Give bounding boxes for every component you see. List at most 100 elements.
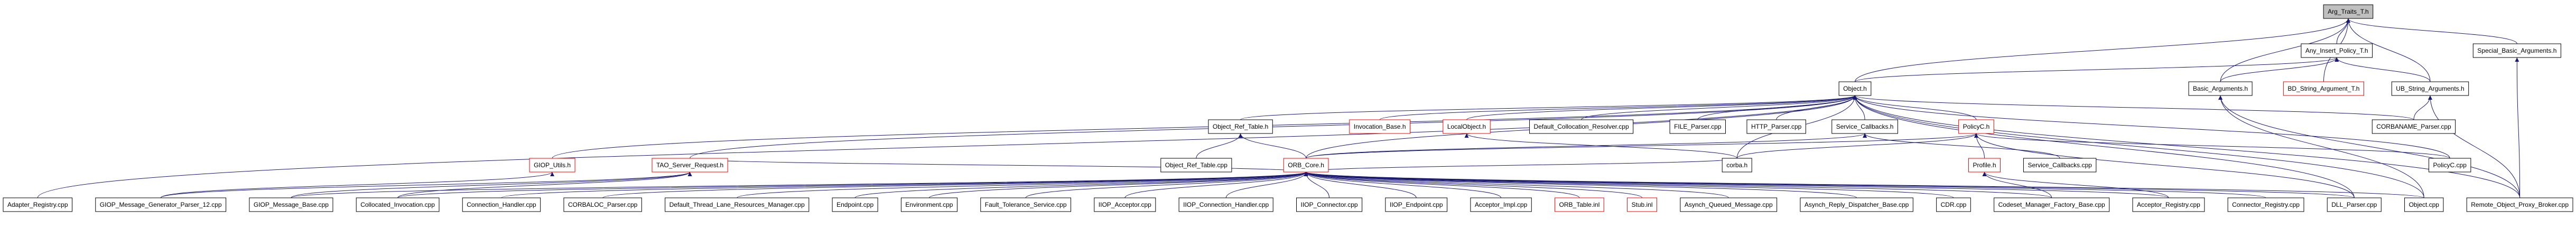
node-label: Asynch_Reply_Dispatcher_Base.cpp bbox=[1805, 201, 1909, 208]
node-label: Acceptor_Registry.cpp bbox=[2137, 201, 2200, 208]
file-node[interactable]: IIOP_Endpoint.cpp bbox=[1385, 197, 1448, 212]
node-label: Profile.h bbox=[1973, 161, 1996, 169]
file-node[interactable]: CORBANAME_Parser.cpp bbox=[2372, 119, 2456, 134]
include-edge bbox=[1736, 133, 1978, 159]
include-edge bbox=[854, 171, 1308, 198]
file-node[interactable]: Connector_Registry.cpp bbox=[2227, 197, 2304, 212]
node-box bbox=[1283, 158, 1329, 173]
node-label: Default_Thread_Lane_Resources_Manager.cp… bbox=[669, 201, 805, 208]
file-node[interactable]: IIOP_Connection_Handler.cpp bbox=[1178, 197, 1273, 212]
node-box bbox=[652, 158, 728, 173]
node-box bbox=[356, 197, 440, 212]
file-node: Arg_Traits_T.h bbox=[2323, 4, 2374, 19]
include-edge bbox=[2413, 95, 2432, 120]
node-box bbox=[1094, 197, 1156, 212]
file-node[interactable]: GIOP_Message_Base.cpp bbox=[249, 197, 333, 212]
file-node[interactable]: Codeset_Manager_Factory_Base.cpp bbox=[1994, 197, 2110, 212]
node-label: Endpoint.cpp bbox=[836, 201, 873, 208]
file-node[interactable]: IIOP_Acceptor.cpp bbox=[1094, 197, 1156, 212]
node-box bbox=[1831, 119, 1898, 134]
node-box bbox=[2466, 197, 2573, 212]
include-edge bbox=[1304, 171, 2266, 198]
file-node[interactable]: Asynch_Reply_Dispatcher_Base.cpp bbox=[1800, 197, 1913, 212]
file-node[interactable]: FILE_Parser.cpp bbox=[1669, 119, 1726, 134]
node-label: Acceptor_Impl.cpp bbox=[1475, 201, 1528, 208]
node-label: Invocation_Base.h bbox=[1354, 123, 1406, 130]
include-edge bbox=[160, 171, 554, 198]
file-node[interactable]: Remote_Object_Proxy_Broker.cpp bbox=[2466, 197, 2573, 212]
file-node[interactable]: Environment.cpp bbox=[900, 197, 957, 212]
file-node[interactable]: Asynch_Queued_Message.cpp bbox=[1680, 197, 1778, 212]
include-edge bbox=[1853, 95, 2424, 198]
node-label: ORB_Table.inl bbox=[1559, 201, 1600, 208]
node-box bbox=[1529, 119, 1634, 134]
file-node[interactable]: Any_Insert_Policy_T.h bbox=[2301, 43, 2373, 58]
node-label: CDR.cpp bbox=[1941, 201, 1967, 208]
node-label: Arg_Traits_T.h bbox=[2328, 8, 2369, 15]
file-node[interactable]: Object.cpp bbox=[2404, 197, 2444, 212]
node-label: PolicyC.h bbox=[1963, 123, 1990, 130]
include-edge bbox=[2335, 57, 2431, 82]
file-node[interactable]: Special_Basic_Arguments.h bbox=[2472, 43, 2561, 58]
file-node[interactable]: Object.h bbox=[1838, 81, 1872, 96]
include-edge bbox=[2218, 95, 2424, 198]
file-node[interactable]: IIOP_Connector.cpp bbox=[1296, 197, 1363, 212]
file-node[interactable]: Adapter_Registry.cpp bbox=[3, 197, 73, 212]
include-edge bbox=[1982, 171, 2052, 198]
file-node[interactable]: Service_Callbacks.cpp bbox=[2023, 158, 2097, 173]
node-box bbox=[1968, 158, 2001, 173]
node-box bbox=[1296, 197, 1363, 212]
file-node[interactable]: Default_Collocation_Resolver.cpp bbox=[1529, 119, 1634, 134]
file-node: Stub.inl bbox=[1627, 197, 1658, 212]
include-edge bbox=[1124, 171, 1308, 198]
include-edge bbox=[1853, 95, 2414, 120]
node-label: BD_String_Argument_T.h bbox=[2287, 85, 2359, 92]
file-node[interactable]: DLL_Parser.cpp bbox=[2327, 197, 2382, 212]
file-node[interactable]: CDR.cpp bbox=[1936, 197, 1971, 212]
file-node[interactable]: Fault_Tolerance_Service.cpp bbox=[980, 197, 1072, 212]
node-label: IIOP_Connector.cpp bbox=[1301, 201, 1358, 208]
node-box bbox=[563, 197, 642, 212]
include-edge bbox=[1855, 57, 2339, 82]
file-node[interactable]: Acceptor_Impl.cpp bbox=[1470, 197, 1532, 212]
file-node[interactable]: GIOP_Message_Generator_Parser_12.cpp bbox=[95, 197, 227, 212]
file-node[interactable]: Service_Callbacks.h bbox=[1831, 119, 1898, 134]
node-label: PolicyC.cpp bbox=[2433, 161, 2467, 169]
file-node[interactable]: Endpoint.cpp bbox=[832, 197, 878, 212]
file-node[interactable]: CORBALOC_Parser.cpp bbox=[563, 197, 642, 212]
file-node[interactable]: Default_Thread_Lane_Resources_Manager.cp… bbox=[665, 197, 810, 212]
node-box bbox=[1555, 197, 1604, 212]
node-label: DLL_Parser.cpp bbox=[2331, 201, 2377, 208]
include-edge bbox=[1853, 95, 2450, 159]
file-node[interactable]: UB_String_Arguments.h bbox=[2391, 81, 2469, 96]
include-edge bbox=[2515, 57, 2521, 198]
include-edge bbox=[1464, 133, 1737, 159]
node-box bbox=[1627, 197, 1658, 212]
file-node: Profile.h bbox=[1968, 158, 2001, 173]
node-box bbox=[1178, 197, 1273, 212]
node-label: Any_Insert_Policy_T.h bbox=[2305, 47, 2368, 54]
file-node[interactable]: Object_Ref_Table.cpp bbox=[1160, 158, 1232, 173]
file-node[interactable]: Connection_Handler.cpp bbox=[462, 197, 541, 212]
include-edge bbox=[1855, 18, 2350, 82]
file-node[interactable]: PolicyC.cpp bbox=[2429, 158, 2471, 173]
file-node[interactable]: Collocated_Invocation.cpp bbox=[356, 197, 440, 212]
include-edge bbox=[2428, 95, 2521, 198]
file-node[interactable]: Acceptor_Registry.cpp bbox=[2132, 197, 2205, 212]
file-node[interactable]: Basic_Arguments.h bbox=[2188, 81, 2253, 96]
file-node: LocalObject.h bbox=[1443, 119, 1491, 134]
node-label: Object.h bbox=[1843, 85, 1867, 92]
include-edge bbox=[2220, 57, 2339, 82]
file-node[interactable]: HTTP_Parser.cpp bbox=[1746, 119, 1806, 134]
file-node[interactable]: corba.h bbox=[1722, 158, 1752, 173]
file-node[interactable]: Object_Ref_Table.h bbox=[1208, 119, 1273, 134]
include-edge bbox=[1304, 171, 1729, 198]
include-edge bbox=[291, 171, 692, 198]
node-box bbox=[2283, 81, 2364, 96]
include-edge bbox=[1379, 95, 1857, 120]
include-edge bbox=[1304, 171, 1954, 198]
file-node: ORB_Table.inl bbox=[1555, 197, 1604, 212]
node-label: ORB_Core.h bbox=[1288, 161, 1324, 169]
node-box bbox=[2227, 197, 2304, 212]
include-edge bbox=[552, 95, 1857, 159]
